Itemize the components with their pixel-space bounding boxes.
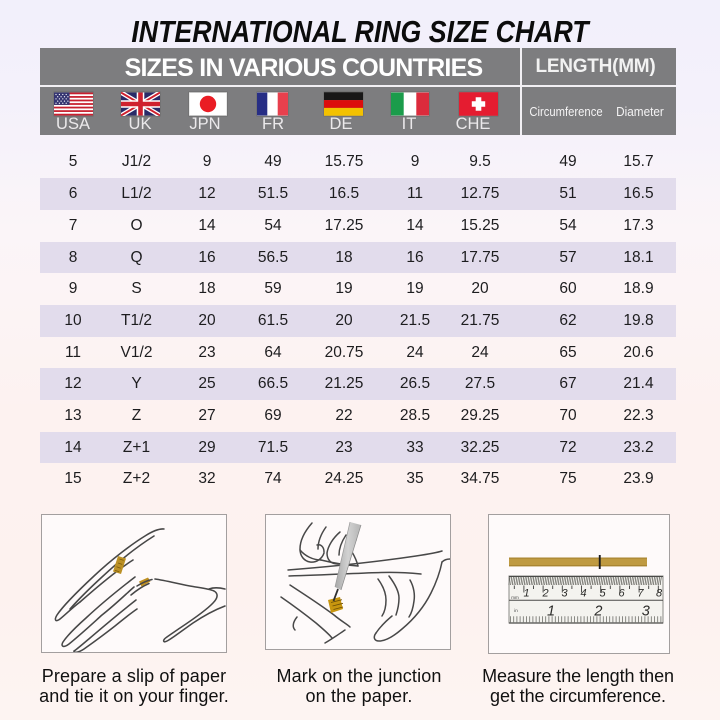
svg-text:mm: mm bbox=[511, 595, 519, 600]
svg-text:in: in bbox=[514, 608, 518, 613]
svg-text:6: 6 bbox=[618, 588, 625, 600]
svg-text:1: 1 bbox=[547, 604, 555, 620]
svg-text:1: 1 bbox=[523, 588, 529, 600]
svg-text:2: 2 bbox=[593, 604, 602, 620]
svg-text:4: 4 bbox=[580, 588, 586, 600]
svg-text:8: 8 bbox=[656, 588, 663, 600]
svg-text:3: 3 bbox=[561, 588, 568, 600]
svg-text:2: 2 bbox=[541, 588, 548, 600]
svg-text:5: 5 bbox=[599, 588, 606, 600]
svg-text:3: 3 bbox=[642, 604, 650, 620]
svg-text:7: 7 bbox=[637, 588, 644, 600]
